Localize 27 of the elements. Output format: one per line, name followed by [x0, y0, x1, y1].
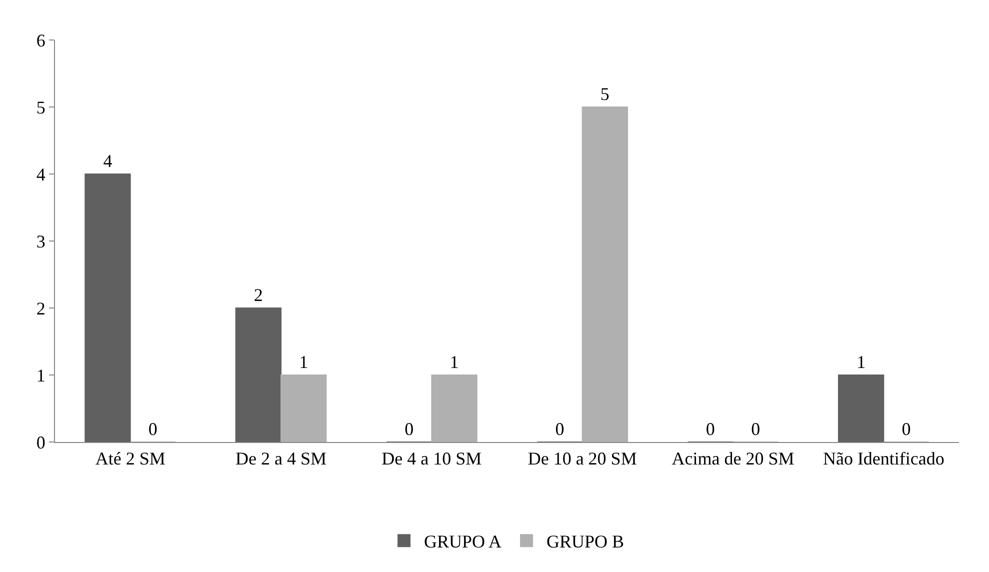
- data-label: 4: [103, 151, 112, 171]
- x-tick-label: Não Identificado: [822, 448, 944, 469]
- x-tick-label: Acima de 20 SM: [672, 448, 794, 469]
- data-label: 1: [856, 352, 866, 372]
- data-label: 0: [902, 419, 911, 439]
- y-tick-label: 2: [36, 298, 46, 318]
- x-tick-label: De 4 a 10 SM: [382, 448, 482, 469]
- data-label: 0: [555, 419, 564, 439]
- y-tick-label: 6: [36, 30, 46, 50]
- data-label: 0: [404, 419, 414, 439]
- y-tick-label: 0: [36, 432, 46, 452]
- data-label: 1: [299, 352, 308, 372]
- y-tick-label: 4: [36, 164, 46, 184]
- data-label: 0: [148, 419, 158, 439]
- x-tick-label: De 2 a 4 SM: [236, 448, 326, 469]
- x-tick-label: Até 2 SM: [95, 448, 166, 469]
- data-label: 0: [706, 419, 715, 439]
- y-tick-label: 5: [36, 97, 46, 118]
- data-label: 5: [600, 84, 610, 104]
- data-label: 1: [450, 352, 459, 372]
- data-label: 2: [254, 285, 263, 305]
- x-tick-label: De 10 a 20 SM: [528, 448, 637, 469]
- data-label: 0: [751, 419, 760, 439]
- legend-label: GRUPO B: [546, 532, 624, 552]
- y-tick-label: 3: [36, 231, 46, 252]
- legend-label: GRUPO A: [424, 532, 502, 552]
- y-tick-label: 1: [36, 365, 46, 386]
